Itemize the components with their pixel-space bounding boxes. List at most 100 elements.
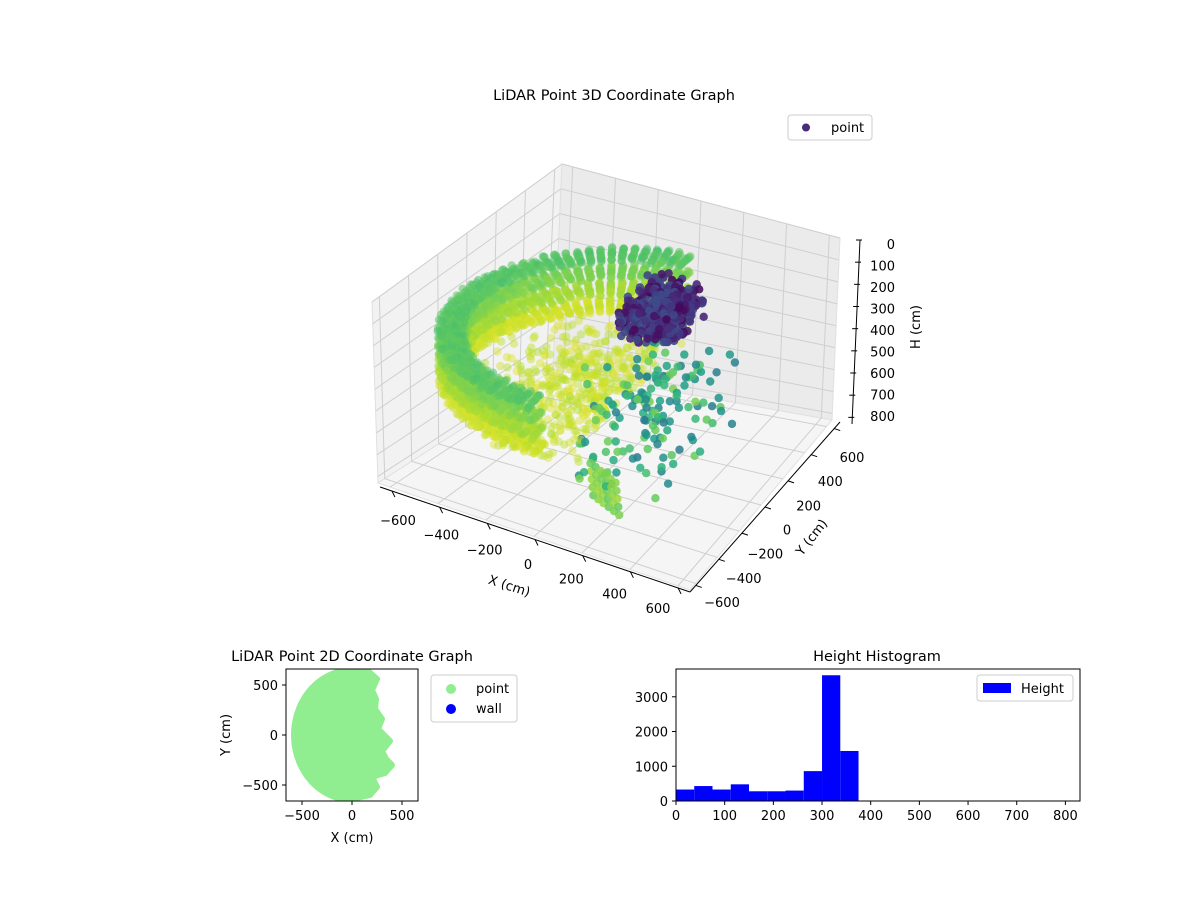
point-3d	[521, 289, 530, 298]
point-3d	[572, 371, 582, 380]
grid-line-y-left	[408, 275, 413, 462]
point-3d	[620, 362, 629, 371]
point-3d	[597, 256, 606, 265]
point-3d	[544, 387, 554, 396]
point-3d	[472, 422, 481, 432]
point-3d	[550, 420, 559, 429]
point-3d	[637, 256, 646, 265]
point-3d	[607, 255, 616, 264]
point-3d	[557, 402, 567, 411]
point-3d	[529, 319, 538, 329]
point-3d	[555, 344, 565, 353]
point-3d	[601, 447, 611, 457]
point-3d	[465, 418, 474, 427]
point-3d	[695, 447, 705, 456]
point-3d	[708, 418, 717, 428]
point-3d	[585, 419, 594, 428]
point-3d	[613, 494, 622, 504]
point-3d	[636, 463, 645, 472]
z-tick-label-3d: 500	[870, 346, 895, 361]
point-3d	[685, 317, 695, 326]
point-3d	[554, 405, 563, 414]
legend-histogram-swatch	[983, 683, 1011, 693]
point-3d	[498, 278, 507, 288]
point-3d	[659, 453, 668, 462]
legend-2d-marker-wall	[446, 704, 456, 714]
point-3d	[590, 349, 599, 359]
point-3d	[602, 410, 611, 419]
point-3d	[543, 415, 553, 424]
point-3d	[518, 444, 527, 453]
point-3d	[654, 330, 663, 339]
point-3d	[699, 312, 708, 321]
x-tick-mark-3d	[582, 555, 587, 562]
point-3d	[551, 410, 561, 420]
histogram-x-tick-label: 500	[907, 809, 932, 824]
point-3d	[578, 404, 587, 413]
point-3d	[571, 343, 580, 352]
y-tick-label-2d: 0	[270, 729, 278, 744]
point-3d	[566, 293, 575, 302]
point-3d	[716, 406, 726, 416]
point-3d	[640, 344, 649, 354]
x-tick-label-2d: −500	[284, 809, 320, 824]
point-3d	[546, 385, 555, 394]
point-3d	[665, 257, 674, 266]
point-3d	[576, 330, 586, 339]
point-3d	[565, 364, 574, 373]
y-axis-label-2d: Y (cm)	[219, 714, 234, 757]
point-3d	[550, 431, 559, 440]
point-3d	[661, 374, 670, 383]
point-3d	[558, 348, 567, 357]
point-3d	[669, 311, 678, 320]
point-3d	[607, 305, 617, 315]
x-tick-mark-3d	[677, 587, 682, 595]
point-3d	[573, 405, 583, 415]
point-3d	[544, 450, 554, 459]
point-3d	[610, 422, 619, 431]
point-3d	[539, 263, 548, 273]
point-3d	[557, 374, 566, 383]
point-3d	[566, 355, 575, 365]
point-3d	[655, 396, 665, 405]
point-3d	[503, 393, 512, 402]
point-3d	[589, 370, 598, 379]
point-3d	[548, 262, 557, 271]
point-3d	[527, 435, 536, 444]
point-3d	[556, 426, 565, 435]
point-cloud-2d	[291, 669, 395, 801]
point-3d	[580, 424, 589, 434]
point-3d	[559, 375, 568, 385]
x-tick-mark-3d	[439, 506, 444, 514]
point-3d	[567, 395, 576, 405]
point-3d	[603, 388, 612, 397]
point-3d	[626, 334, 635, 343]
point-3d	[568, 320, 577, 329]
point-3d	[618, 348, 627, 357]
point-3d	[588, 387, 598, 396]
point-3d	[558, 321, 567, 331]
point-3d	[541, 362, 550, 371]
point-3d	[583, 379, 592, 389]
point-3d	[658, 434, 667, 443]
point-3d	[659, 337, 668, 347]
point-3d	[588, 370, 597, 380]
x-tick-mark-3d	[486, 523, 491, 530]
point-3d	[505, 278, 515, 287]
point-3d	[653, 439, 662, 449]
point-3d	[619, 365, 629, 374]
z-tick-label-3d: 300	[870, 303, 895, 318]
point-3d	[579, 411, 588, 420]
point-3d	[582, 390, 591, 399]
histogram-bar	[785, 790, 804, 801]
point-3d	[574, 368, 583, 377]
point-3d	[538, 316, 547, 325]
histogram-x-tick-label: 0	[672, 809, 680, 824]
point-3d	[535, 359, 545, 368]
point-3d	[577, 257, 586, 266]
histogram-bar	[676, 789, 695, 801]
point-3d	[608, 400, 617, 409]
grid-line-y-left	[378, 296, 386, 479]
y-tick-label-3d: 600	[840, 451, 865, 466]
point-3d	[520, 320, 530, 330]
